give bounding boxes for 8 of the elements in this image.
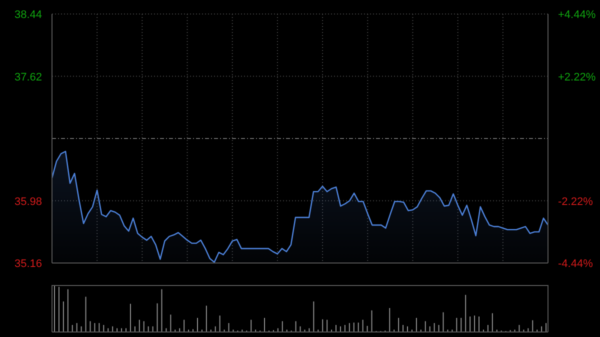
y-tick-label: 35.16 [14, 258, 42, 270]
y-tick-label: 37.62 [14, 71, 42, 84]
y-tick-label: 35.98 [14, 196, 42, 208]
y2-tick-label: +2.22% [558, 71, 596, 84]
y2-tick-label: -2.22% [558, 196, 594, 208]
y2-tick-label: -4.44% [558, 258, 594, 270]
y-tick-label: 38.44 [14, 9, 42, 21]
y2-tick-label: +4.44% [558, 9, 596, 21]
